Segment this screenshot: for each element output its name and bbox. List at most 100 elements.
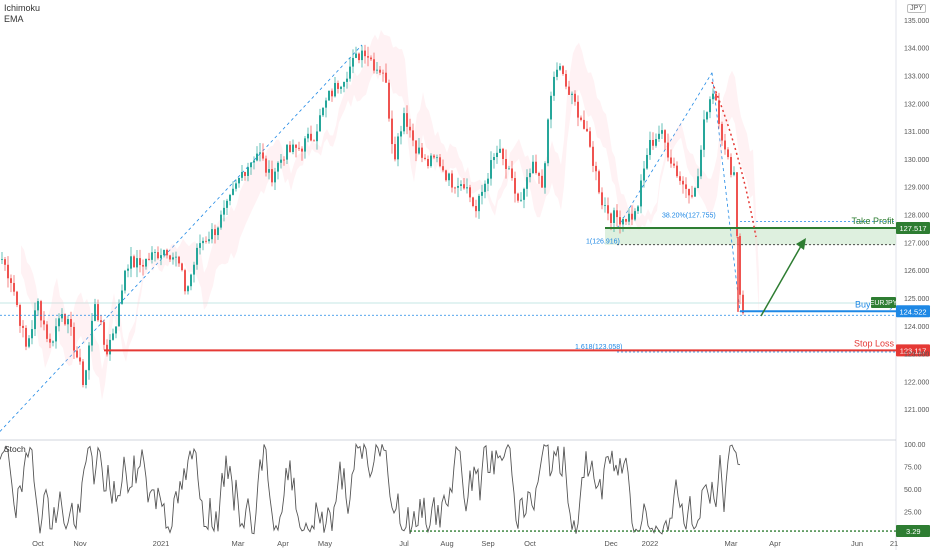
candle: [502, 147, 504, 166]
candle: [85, 369, 87, 389]
candle: [307, 127, 309, 143]
candle: [202, 237, 204, 251]
candle: [679, 171, 681, 185]
candle-body: [169, 255, 171, 260]
candle-body: [346, 78, 348, 82]
candle-body: [307, 133, 309, 139]
candle-body: [97, 304, 99, 321]
candle-body: [742, 294, 744, 314]
candle: [685, 177, 687, 199]
candle-body: [679, 176, 681, 181]
candle-body: [655, 139, 657, 146]
candle-body: [46, 324, 48, 339]
candle-body: [40, 301, 42, 321]
candle: [208, 231, 210, 244]
candle: [136, 249, 138, 278]
projection-arrow-line: [760, 245, 802, 317]
candle-body: [190, 274, 192, 287]
candle: [601, 187, 603, 210]
candle-body: [508, 168, 510, 170]
candle: [112, 328, 114, 341]
candle: [301, 146, 303, 161]
candle: [607, 197, 609, 221]
candle: [721, 121, 723, 146]
candle: [58, 313, 60, 332]
candle-body: [199, 243, 201, 248]
candle-body: [433, 155, 435, 158]
candle: [655, 133, 657, 148]
candle-body: [535, 161, 537, 173]
candle-body: [688, 188, 690, 196]
candle-body: [565, 73, 567, 87]
stoch-value-tag-bg: [896, 525, 930, 538]
candle: [358, 52, 360, 64]
candle-body: [22, 325, 24, 328]
candle: [640, 174, 642, 214]
price-tick-label: 135.000: [904, 18, 929, 25]
candle: [229, 193, 231, 206]
candle: [181, 262, 183, 272]
candle-body: [376, 69, 378, 71]
candle-body: [352, 57, 354, 67]
candle: [517, 192, 519, 203]
candle-body: [592, 146, 594, 166]
candle: [139, 249, 141, 273]
candle-body: [652, 139, 654, 146]
candle: [430, 153, 432, 168]
candle: [499, 139, 501, 153]
candle: [211, 223, 213, 244]
candle-body: [313, 140, 315, 142]
candle-body: [730, 157, 732, 175]
candle-body: [205, 240, 207, 242]
candle: [70, 311, 72, 336]
candle-body: [604, 205, 606, 207]
candle: [94, 298, 96, 322]
candle-body: [226, 200, 228, 208]
candle-body: [91, 320, 93, 346]
candle: [592, 141, 594, 173]
candle-body: [202, 240, 204, 244]
price-tick-label: 122.000: [904, 379, 929, 386]
candle-body: [517, 193, 519, 201]
candle-body: [136, 258, 138, 268]
time-tick-label: Dec: [604, 539, 618, 548]
candle-body: [223, 207, 225, 215]
candle-body: [133, 256, 135, 268]
projection-arrow-head: [796, 238, 806, 250]
candle: [52, 340, 54, 347]
candle-body: [178, 256, 180, 264]
candle-body: [124, 270, 126, 291]
indicator-label-ema[interactable]: EMA: [4, 14, 24, 24]
stoch-tick-label: 100.00: [904, 442, 926, 449]
candle-body: [412, 130, 414, 141]
candle-body: [181, 263, 183, 271]
price-tick-label: 129.000: [904, 185, 929, 192]
candle-body: [718, 100, 720, 124]
indicator-label-ichimoku[interactable]: Ichimoku: [4, 3, 41, 13]
candle-body: [649, 139, 651, 155]
time-tick-label: 2022: [642, 539, 659, 548]
candle: [643, 161, 645, 188]
candle-body: [82, 361, 84, 385]
candle-body: [439, 157, 441, 167]
candle-body: [79, 357, 81, 362]
time-tick-label: Oct: [524, 539, 537, 548]
price-tick-label: 131.000: [904, 129, 929, 136]
candle: [115, 326, 117, 339]
candle-body: [697, 176, 699, 189]
candle-body: [163, 249, 165, 256]
candle: [379, 65, 381, 76]
projection-arrow: [711, 81, 806, 317]
candle: [583, 110, 585, 130]
candle-body: [184, 270, 186, 292]
candle: [619, 210, 621, 234]
candle-body: [496, 152, 498, 158]
candle: [598, 169, 600, 195]
candle: [256, 146, 258, 162]
candle: [490, 151, 492, 186]
candle-body: [445, 170, 447, 181]
time-tick-label: Mar: [232, 539, 245, 548]
candle: [673, 157, 675, 169]
